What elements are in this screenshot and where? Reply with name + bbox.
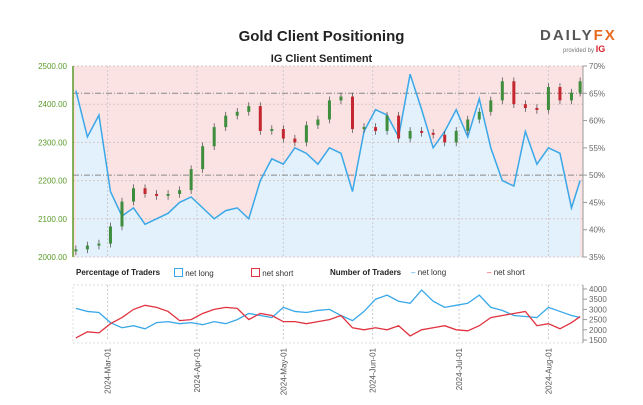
candle	[74, 249, 78, 252]
candle	[546, 87, 550, 110]
candle	[327, 100, 331, 120]
legend-num-long: – net long	[411, 268, 447, 277]
legend-pct-long: net long	[174, 268, 214, 278]
candle	[189, 169, 193, 191]
candle	[443, 134, 447, 143]
pct-tick-label: 70%	[589, 62, 605, 71]
pct-tick-label: 55%	[589, 144, 605, 153]
dailyfx-logo: DAILYFX	[540, 27, 617, 44]
date-tick-label: 2024-Aug-01	[544, 347, 553, 394]
net-long-count-line	[75, 289, 581, 330]
legend-num-title: Number of Traders	[330, 268, 402, 277]
count-tick-label: 2500	[589, 316, 607, 325]
legend-pct-short-label: net short	[262, 269, 294, 278]
pct-tick-label: 65%	[589, 89, 605, 98]
candle	[500, 81, 504, 101]
provided-by-text: provided by	[563, 48, 595, 54]
candle	[339, 96, 343, 101]
legend-num-short: – net short	[487, 268, 525, 277]
candle	[523, 104, 527, 109]
price-tick-label: 2300.00	[38, 138, 67, 147]
candle	[558, 87, 562, 101]
price-tick-label: 2000.00	[38, 253, 67, 262]
pct-tick-label: 45%	[589, 198, 605, 207]
candle	[166, 193, 170, 196]
candle	[120, 201, 124, 227]
pct-tick-label: 50%	[589, 171, 605, 180]
provided-by: provided by IG	[563, 44, 605, 54]
legend-num-long-label: net long	[417, 268, 447, 277]
candle	[281, 129, 285, 139]
candle	[466, 119, 470, 131]
candle	[224, 115, 228, 128]
legend-pct-long-label: net long	[185, 269, 214, 278]
candle	[108, 226, 112, 244]
candle	[408, 130, 412, 139]
long-swatch-icon	[174, 268, 183, 277]
legend-num-short-label: net short	[493, 268, 525, 277]
pct-tick-label: 60%	[589, 117, 605, 126]
candle	[258, 106, 262, 131]
count-tick-label: 3500	[589, 295, 607, 304]
count-tick-label: 4000	[589, 285, 607, 294]
legend-pct-short: net short	[251, 268, 293, 278]
long-region	[75, 74, 581, 257]
price-tick-label: 2400.00	[38, 100, 67, 109]
count-tick-label: 3000	[589, 305, 607, 314]
candle	[178, 190, 182, 194]
legend-pct-title: Percentage of Traders	[76, 268, 161, 277]
candle	[247, 106, 251, 112]
date-tick-label: 2024-Apr-01	[193, 347, 202, 392]
price-tick-label: 2500.00	[38, 62, 67, 71]
price-tick-label: 2200.00	[38, 177, 67, 186]
candle	[374, 127, 378, 131]
net-long-pct-line	[75, 73, 581, 226]
candle	[132, 188, 136, 202]
candle	[304, 125, 308, 143]
chart-title: Gold Client Positioning	[238, 28, 405, 45]
candle	[143, 188, 147, 194]
net-short-count-line	[75, 304, 581, 339]
candle	[270, 129, 274, 131]
candle	[454, 130, 458, 143]
count-tick-label: 2000	[589, 326, 607, 335]
candle	[212, 127, 216, 147]
candle	[201, 146, 205, 170]
candle	[385, 115, 389, 131]
candle	[397, 115, 401, 139]
candle	[420, 130, 424, 133]
date-tick-label: 2024-Mar-01	[104, 347, 113, 393]
candle	[235, 111, 239, 116]
pct-tick-label: 40%	[589, 226, 605, 235]
candle	[512, 81, 516, 105]
pct-tick-label: 35%	[589, 253, 605, 262]
candle	[350, 96, 354, 130]
date-tick-label: 2024-Jul-01	[455, 347, 464, 390]
short-swatch-icon	[251, 268, 260, 277]
chart-subtitle: IG Client Sentiment	[270, 53, 373, 65]
candle	[155, 193, 159, 196]
candle	[431, 132, 435, 135]
candle	[489, 100, 493, 112]
candle	[97, 243, 101, 246]
candle	[535, 108, 539, 110]
candle	[578, 81, 582, 93]
candle	[293, 138, 297, 143]
candle	[477, 111, 481, 120]
candle	[316, 119, 320, 126]
candle	[569, 92, 573, 101]
ig-logo: IG	[595, 44, 606, 54]
candle	[362, 127, 366, 130]
lower-frame	[72, 284, 584, 344]
price-tick-label: 2100.00	[38, 215, 67, 224]
date-tick-label: 2024-Jun-01	[369, 347, 378, 392]
date-tick-label: 2024-May-01	[279, 347, 288, 395]
candle	[85, 245, 89, 250]
count-tick-label: 1500	[589, 336, 607, 345]
